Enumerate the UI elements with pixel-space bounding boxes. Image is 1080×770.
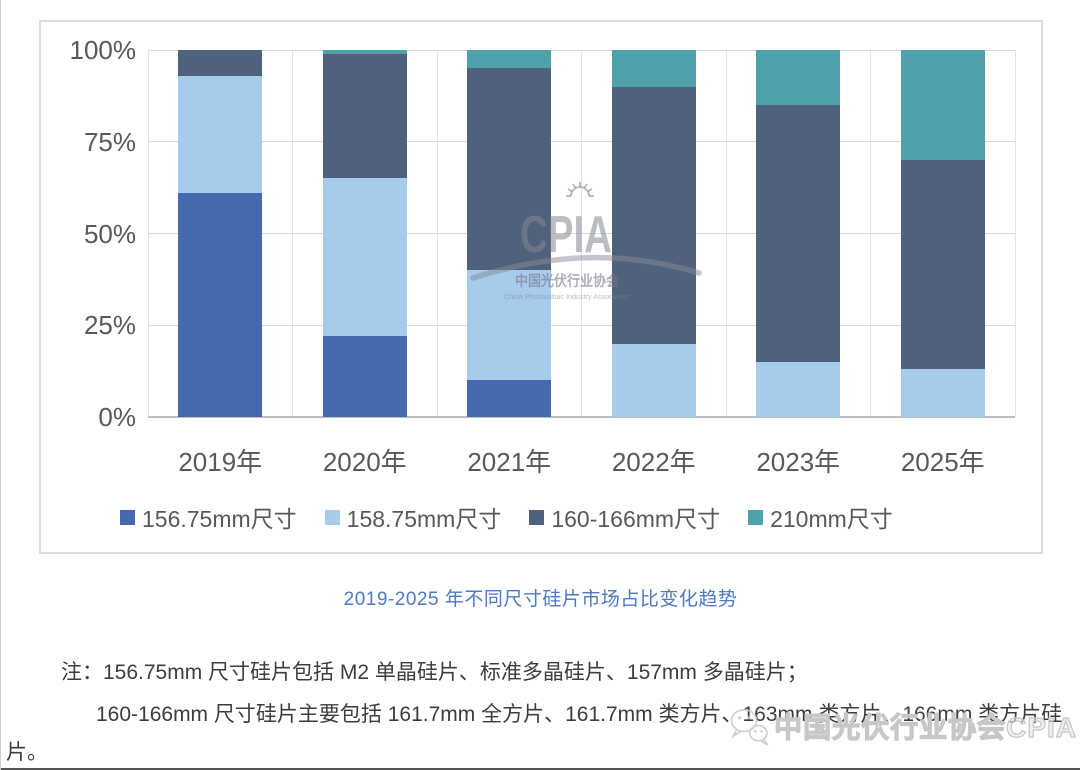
bar-segment <box>900 160 985 370</box>
bar-segment <box>467 68 552 271</box>
legend-swatch <box>529 509 545 525</box>
y-tick-label: 25% <box>83 310 136 341</box>
legend-label: 210mm尺寸 <box>770 506 893 532</box>
x-axis-line <box>148 416 1015 418</box>
y-tick-label: 0% <box>98 402 136 432</box>
bar-segment <box>322 336 407 417</box>
note-line-3: 片。 <box>6 741 48 764</box>
legend-item: 160-166mm尺寸 <box>529 500 720 534</box>
y-tick-label: 50% <box>83 218 136 249</box>
vertical-gridline <box>1014 50 1016 417</box>
horizontal-gridline <box>148 233 1015 234</box>
legend-item: 210mm尺寸 <box>748 500 893 534</box>
chart-caption: 2019-2025 年不同尺寸硅片市场占比变化趋势 <box>343 589 738 610</box>
x-tick-label: 2025年 <box>900 447 985 477</box>
bar-segment <box>322 53 407 179</box>
legend-item: 158.75mm尺寸 <box>324 500 502 534</box>
bar-segment <box>178 193 263 417</box>
bar-segment <box>467 50 552 69</box>
y-tick-label: 100% <box>69 35 137 65</box>
chart-card: 0% 25% 50% 75% 100% 2019年 2020年 2021年 2022年 2023… <box>39 20 1043 554</box>
window-bottom-edge <box>1 768 1080 770</box>
plot-area <box>147 49 1016 418</box>
x-tick-label: 2021年 <box>467 447 552 477</box>
legend-swatch <box>120 509 135 525</box>
bar-segment <box>322 50 407 54</box>
bar-segment <box>756 361 841 417</box>
bar-segment <box>756 105 841 362</box>
horizontal-gridline <box>148 49 1015 51</box>
x-tick-label: 2022年 <box>611 447 696 477</box>
legend: 156.75mm尺寸 158.75mm尺寸 160-166mm尺寸 210mm尺寸 <box>120 500 893 534</box>
legend-swatch <box>324 509 340 525</box>
legend-label: 158.75mm尺寸 <box>346 506 502 532</box>
bar-segment <box>467 380 552 417</box>
x-tick-label: 2019年 <box>178 447 263 477</box>
x-tick-label: 2020年 <box>322 447 407 477</box>
legend-item: 156.75mm尺寸 <box>120 500 297 534</box>
bar-segment <box>178 50 263 76</box>
legend-label: 156.75mm尺寸 <box>142 506 297 532</box>
bar-segment <box>467 270 552 381</box>
x-tick-label: 2023年 <box>756 447 841 477</box>
legend-swatch <box>748 509 764 525</box>
bar-segment <box>611 343 696 417</box>
bar-segment <box>900 50 985 161</box>
legend-label: 160-166mm尺寸 <box>551 506 721 532</box>
horizontal-gridline <box>148 324 1015 326</box>
note-line-1: 注：156.75mm 尺寸硅片包括 M2 单晶硅片、标准多晶硅片、157mm 多… <box>61 661 808 684</box>
bar-segment <box>611 50 696 87</box>
bar-segment <box>611 86 696 344</box>
horizontal-gridline <box>148 141 1015 143</box>
y-tick-label: 75% <box>83 126 136 157</box>
bar-segment <box>756 50 841 106</box>
note-line-2: 160-166mm 尺寸硅片主要包括 161.7mm 全方片、161.7mm 类… <box>96 703 1063 726</box>
bar-segment <box>178 75 263 194</box>
bar-segment <box>322 178 407 337</box>
bar-segment <box>900 369 985 417</box>
